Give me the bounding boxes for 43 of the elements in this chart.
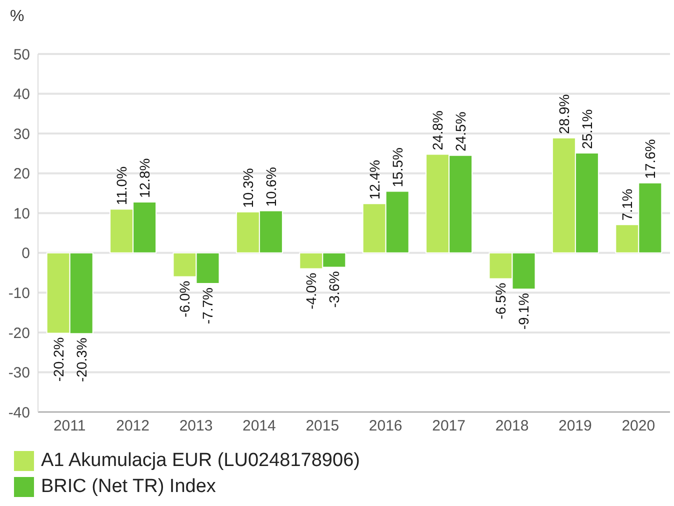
data-label: 15.5%: [389, 148, 406, 188]
x-tick-label: 2015: [306, 418, 340, 435]
y-tick-label: 50: [13, 46, 30, 64]
y-tick-label: 0: [22, 245, 30, 262]
x-tick-label: 2020: [622, 418, 656, 435]
data-label: -9.1%: [516, 293, 532, 330]
y-tick-label: -10: [8, 284, 30, 302]
x-tick-label: 2014: [242, 418, 276, 435]
data-label: -4.0%: [303, 272, 320, 310]
data-label: 25.1%: [578, 109, 595, 150]
data-label: 28.9%: [556, 94, 572, 134]
y-tick-label: 40: [13, 86, 30, 104]
data-label: -20.2%: [50, 337, 66, 382]
x-tick-label: 2019: [558, 418, 592, 435]
y-tick-label: 20: [13, 166, 30, 183]
data-label: -6.5%: [492, 282, 509, 320]
x-tick-label: 2013: [179, 418, 213, 435]
y-tick-label: -30: [8, 364, 30, 382]
y-tick-label: -20: [8, 324, 30, 342]
data-label: 11.0%: [114, 166, 130, 206]
data-label: 17.6%: [642, 139, 658, 179]
x-tick-label: 2011: [53, 418, 86, 435]
data-label: -20.3%: [73, 338, 90, 382]
data-label: -6.0%: [176, 280, 193, 318]
x-tick-label: 2016: [368, 418, 402, 435]
y-tick-label: 30: [13, 126, 30, 143]
y-tick-label: -40: [8, 404, 30, 422]
x-tick-label: 2017: [432, 418, 466, 435]
data-label: 10.3%: [240, 168, 256, 208]
x-tick-label: 2012: [116, 418, 150, 435]
data-label: 12.8%: [136, 158, 153, 198]
legend-label: BRIC (Net TR) Index: [41, 476, 216, 498]
x-tick-label: 2018: [495, 418, 529, 435]
y-tick-label: 10: [13, 205, 30, 222]
data-label: 7.1%: [619, 188, 636, 221]
data-label: 24.5%: [452, 112, 469, 152]
data-label: 12.4%: [366, 160, 382, 200]
data-label: 24.8%: [430, 110, 446, 150]
data-label: -7.7%: [200, 288, 216, 324]
data-label: -3.6%: [326, 271, 342, 308]
data-label: 10.6%: [262, 167, 279, 207]
y-axis-title: %: [9, 8, 26, 27]
legend-label: A1 Akumulacja EUR (LU0248178906): [41, 450, 360, 472]
